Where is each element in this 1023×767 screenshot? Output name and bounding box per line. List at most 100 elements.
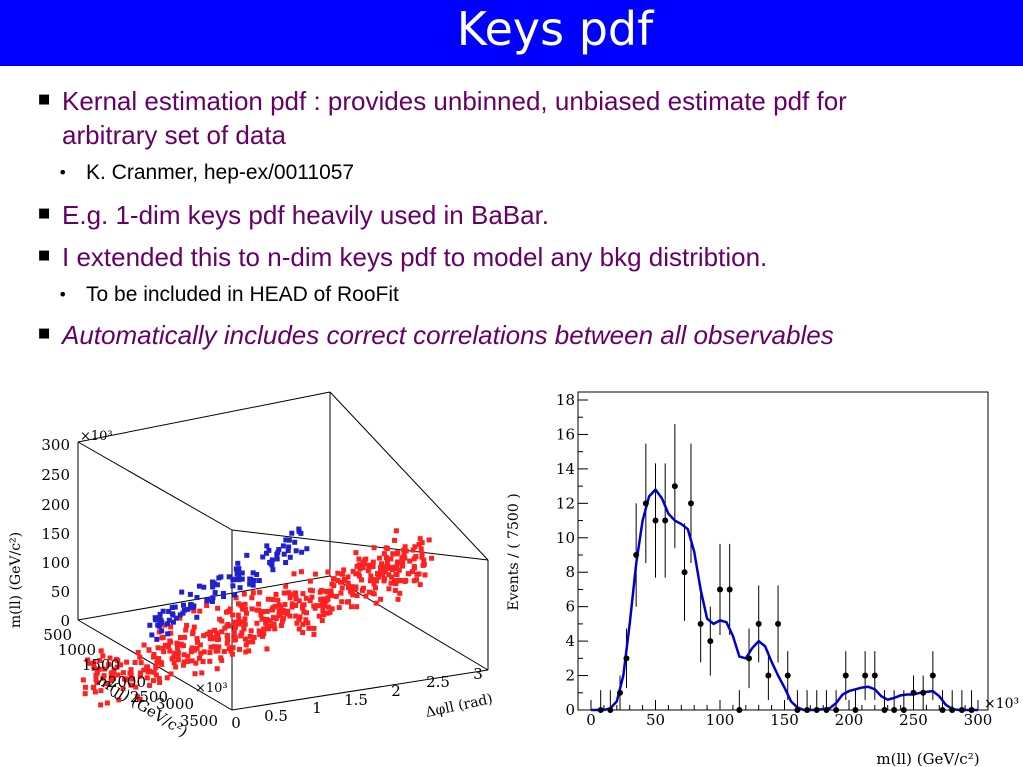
- x-tick-label: 250: [899, 711, 928, 729]
- scatter-point-red: [283, 583, 289, 589]
- scatter-point-red: [402, 578, 408, 584]
- scatter-point-red: [250, 590, 256, 596]
- data-point: [958, 707, 965, 713]
- scatter-point-blue: [283, 560, 289, 566]
- scatter-point-red: [356, 562, 362, 568]
- scatter-point-blue: [285, 548, 291, 554]
- scatter-point-red: [301, 609, 307, 615]
- scatter-point-red: [163, 642, 169, 648]
- scatter-point-red: [294, 620, 300, 626]
- data-point: [617, 689, 624, 696]
- scatter-point-red: [248, 628, 254, 634]
- scatter-point-red: [349, 588, 355, 594]
- bullet-3-sub: To be included in HEAD of RooFit: [86, 283, 399, 306]
- scatter-point-red: [254, 620, 260, 626]
- scatter-point-blue: [235, 560, 241, 566]
- scatter-point-red: [331, 583, 337, 589]
- scatter-point-red: [304, 610, 310, 616]
- scatter-point-red: [241, 591, 247, 597]
- bullet-3: I extended this to n-dim keys pdf to mod…: [62, 242, 768, 272]
- scatter-point-red: [289, 604, 295, 610]
- scatter-point-red: [390, 551, 396, 557]
- x-axis-ticks: 0 0.5 1 1.5 2 2.5 3: [231, 665, 483, 732]
- z-tick: 250: [41, 466, 70, 484]
- scatter-point-blue: [231, 576, 237, 582]
- scatter-point-red: [273, 591, 279, 597]
- scatter-point-red: [174, 640, 180, 646]
- scatter-3d-frame: [77, 391, 489, 711]
- scatter-point-red: [164, 675, 170, 681]
- scatter-point-red: [82, 684, 88, 690]
- scatter-point-red: [366, 562, 372, 568]
- scatter-point-red: [326, 604, 332, 610]
- scatter-point-blue: [171, 619, 177, 625]
- scatter-point-red: [380, 572, 386, 578]
- keys-pdf-line-chart: 0 2 4 6 8 10 12 14 16 18 0 50 100 150 200 250 300 Event…: [506, 391, 1019, 767]
- scatter-point-red: [98, 688, 104, 694]
- scatter-point-red: [212, 627, 218, 633]
- scatter-point-red: [401, 547, 407, 553]
- z-axis-ticks: 300 250 200 150 100 50 0 ×10³: [41, 429, 112, 630]
- scatter-point-red: [199, 670, 205, 676]
- x-tick: 0.5: [264, 707, 288, 725]
- scatter-point-red: [197, 608, 203, 614]
- scatter-point-red: [335, 570, 341, 576]
- scatter-point-red: [245, 639, 251, 645]
- scatter-point-red: [177, 615, 183, 621]
- data-point: [939, 707, 946, 713]
- z-axis-label: m(ll) (GeV/c²): [8, 532, 24, 628]
- scatter-point-red: [279, 618, 285, 624]
- x-tick-label: 150: [770, 711, 799, 729]
- y-tick-label: 12: [556, 494, 575, 512]
- scatter-point-red: [306, 625, 312, 631]
- scatter-point-red: [300, 603, 306, 609]
- scatter-point-red: [174, 645, 180, 651]
- scatter-point-red: [402, 555, 408, 561]
- scatter-point-red: [195, 639, 201, 645]
- scatter-point-red: [211, 644, 217, 650]
- scatter-point-blue: [159, 628, 165, 634]
- scatter-point-blue: [172, 604, 178, 610]
- scatter-point-red: [312, 571, 318, 577]
- scatter-point-red: [232, 634, 238, 640]
- data-point: [891, 707, 898, 713]
- scatter-point-red: [256, 628, 262, 634]
- scatter-point-blue: [232, 592, 238, 598]
- scatter-point-red: [276, 608, 282, 614]
- scatter-point-blue: [177, 612, 183, 618]
- scatter-point-red: [320, 608, 326, 614]
- scatter-point-red: [358, 577, 364, 583]
- scatter-point-red: [384, 546, 390, 552]
- scatter-point-blue: [251, 578, 257, 584]
- data-point: [881, 707, 888, 713]
- scatter-point-red: [243, 642, 249, 648]
- scatter-point-red: [426, 537, 432, 543]
- scatter-point-red: [374, 571, 380, 577]
- scatter-point-red: [416, 571, 422, 577]
- scatter-point-red: [102, 666, 108, 672]
- scatter-point-red: [296, 598, 302, 604]
- scatter-point-blue: [281, 551, 287, 557]
- scatter-point-blue: [194, 614, 200, 620]
- bullet-2: E.g. 1-dim keys pdf heavily used in BaBa…: [62, 200, 550, 230]
- y-tick-label: 14: [556, 460, 575, 478]
- scatter-point-red: [407, 558, 413, 564]
- scatter-point-blue: [218, 574, 224, 580]
- scatter-point-blue: [154, 636, 160, 642]
- scatter-point-red: [309, 594, 315, 600]
- scatter-point-red: [309, 588, 315, 594]
- data-point: [804, 707, 811, 713]
- scatter-point-red: [196, 655, 202, 661]
- scatter-point-red: [207, 658, 213, 664]
- scatter-point-red: [376, 574, 382, 580]
- scatter-point-red: [123, 676, 129, 682]
- scatter-point-blue: [214, 582, 220, 588]
- scatter-point-red: [160, 634, 166, 640]
- scatter-point-red: [350, 592, 356, 598]
- scatter-point-red: [221, 648, 227, 654]
- plot-frame: [577, 391, 989, 711]
- scatter-point-red: [218, 655, 224, 661]
- y-tick-label: 0: [565, 701, 575, 719]
- scatter-point-red: [101, 673, 107, 679]
- scatter-point-red: [300, 591, 306, 597]
